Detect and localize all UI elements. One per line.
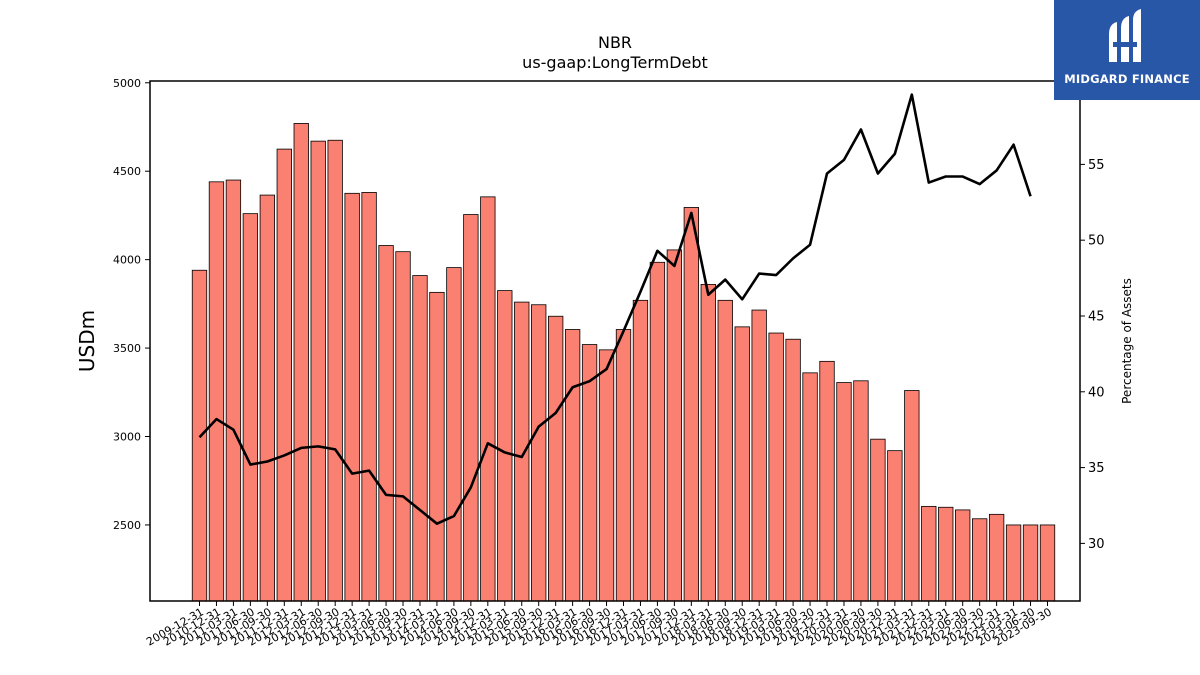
bar [751,309,767,602]
bar [921,505,937,602]
bar [412,275,428,602]
bar [446,267,462,602]
bar [734,326,750,602]
bar-series [191,123,1056,602]
y-tick-label: 4000 [113,254,141,267]
y-tick-label: 5000 [113,77,141,90]
bar [310,140,326,602]
bar [938,506,954,602]
bar [395,251,411,602]
bar [819,360,835,602]
bar [632,299,649,602]
bar [480,196,496,602]
bar [1005,524,1022,602]
chart-title: NBR [598,33,632,52]
bar [208,181,225,602]
bar [1039,524,1056,602]
bar [904,390,920,602]
bar [276,148,292,602]
bar [988,513,1005,602]
y-tick-label: 4500 [113,165,141,178]
bar [564,329,581,602]
midgard-logo-icon [1109,9,1141,62]
bar [242,213,259,602]
bar [836,382,852,602]
y2-tick-label: 35 [1088,461,1105,476]
line-path [198,93,1032,525]
y2-tick-label: 50 [1088,234,1105,249]
bar [598,349,615,602]
bar [683,207,699,602]
bar [378,245,394,602]
bar [225,179,242,602]
bar [429,291,445,602]
y2-tick-label: 55 [1088,158,1105,173]
y2-axis-label: Percentage of Assets [1120,278,1134,404]
bar [293,123,309,602]
bar [700,283,716,602]
brand-logo: MIDGARD FINANCE [1054,0,1200,100]
chart-subtitle: us-gaap:LongTermDebt [522,53,708,72]
bar [344,192,360,602]
brand-name: MIDGARD FINANCE [1064,72,1190,86]
bar [666,249,683,602]
axes: 2500300035004000450050003035404550552009… [113,77,1105,649]
bar [717,299,733,602]
bar [870,438,886,602]
y2-tick-label: 30 [1088,537,1105,552]
bar [768,332,784,602]
line-series [198,93,1032,525]
bar [785,338,801,602]
y2-tick-label: 40 [1088,385,1105,400]
bar [615,329,632,602]
bar [972,518,988,602]
bar [548,315,564,602]
bar [853,380,869,602]
bar [887,450,903,602]
y2-tick-label: 45 [1088,309,1105,324]
bar [259,194,275,602]
y-tick-label: 3000 [113,431,141,444]
bar [531,304,547,602]
bar [649,261,666,602]
bar [463,214,479,602]
bar [514,301,530,602]
bar [361,192,377,602]
bar [955,509,971,602]
y-tick-label: 3500 [113,342,141,355]
y-axis-label: USDm [75,310,99,372]
plot-frame [149,80,1081,602]
y-tick-label: 2500 [113,519,141,532]
bar [1022,524,1039,602]
bar [327,139,343,602]
bar [802,372,818,602]
bar [497,290,513,602]
